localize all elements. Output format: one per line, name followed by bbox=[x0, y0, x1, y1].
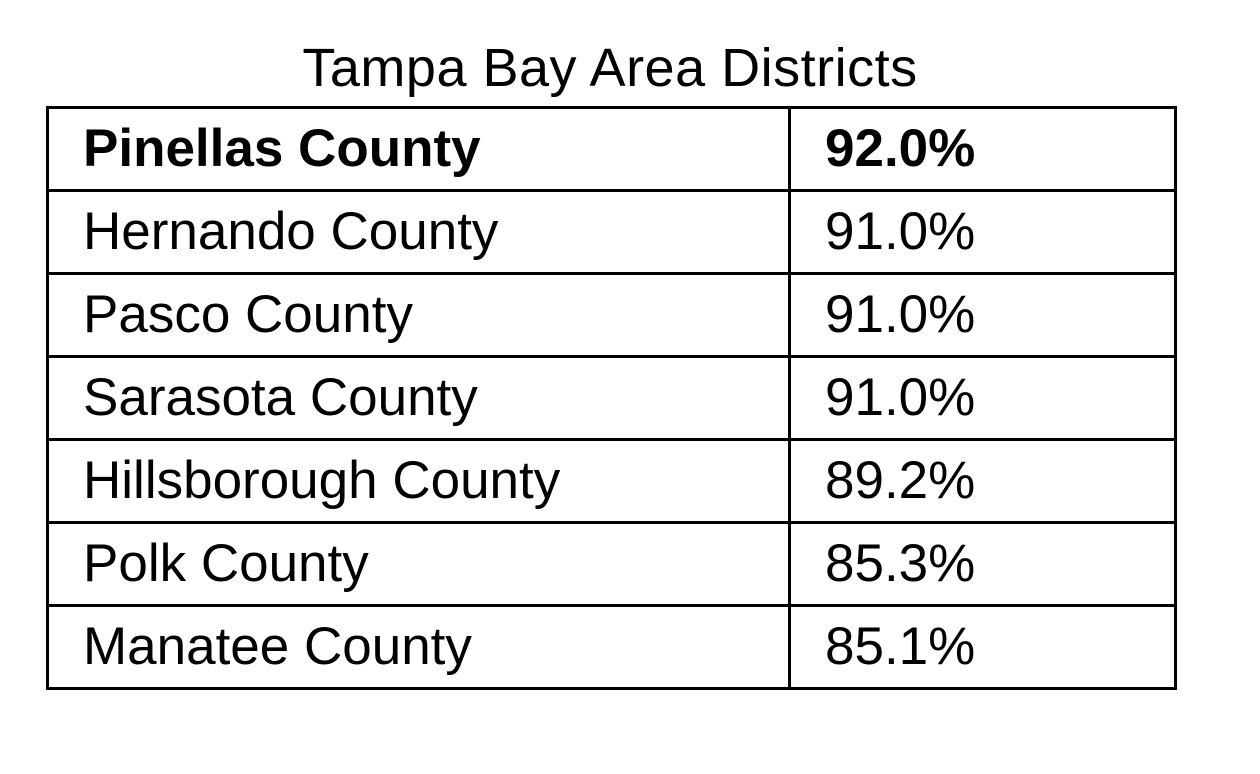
county-name-cell: Pasco County bbox=[46, 272, 791, 358]
table-title: Tampa Bay Area Districts bbox=[302, 38, 918, 98]
county-name-cell: Pinellas County bbox=[46, 106, 791, 192]
table-row: Manatee County 85.1% bbox=[46, 604, 1177, 690]
percentage-cell: 91.0% bbox=[788, 189, 1177, 275]
county-name-cell: Hillsborough County bbox=[46, 438, 791, 524]
table-row: Hernando County 91.0% bbox=[46, 189, 1177, 275]
table-row: Hillsborough County 89.2% bbox=[46, 438, 1177, 524]
percentage-cell: 89.2% bbox=[788, 438, 1177, 524]
table-row: Sarasota County 91.0% bbox=[46, 355, 1177, 441]
table-row: Pinellas County 92.0% bbox=[46, 106, 1177, 192]
percentage-cell: 85.3% bbox=[788, 521, 1177, 607]
percentage-cell: 91.0% bbox=[788, 272, 1177, 358]
county-name-cell: Hernando County bbox=[46, 189, 791, 275]
districts-table: Pinellas County 92.0% Hernando County 91… bbox=[46, 106, 1177, 690]
table-row: Pasco County 91.0% bbox=[46, 272, 1177, 358]
percentage-cell: 92.0% bbox=[788, 106, 1177, 192]
county-name-cell: Sarasota County bbox=[46, 355, 791, 441]
county-name-cell: Polk County bbox=[46, 521, 791, 607]
county-name-cell: Manatee County bbox=[46, 604, 791, 690]
percentage-cell: 91.0% bbox=[788, 355, 1177, 441]
percentage-cell: 85.1% bbox=[788, 604, 1177, 690]
table-row: Polk County 85.3% bbox=[46, 521, 1177, 607]
